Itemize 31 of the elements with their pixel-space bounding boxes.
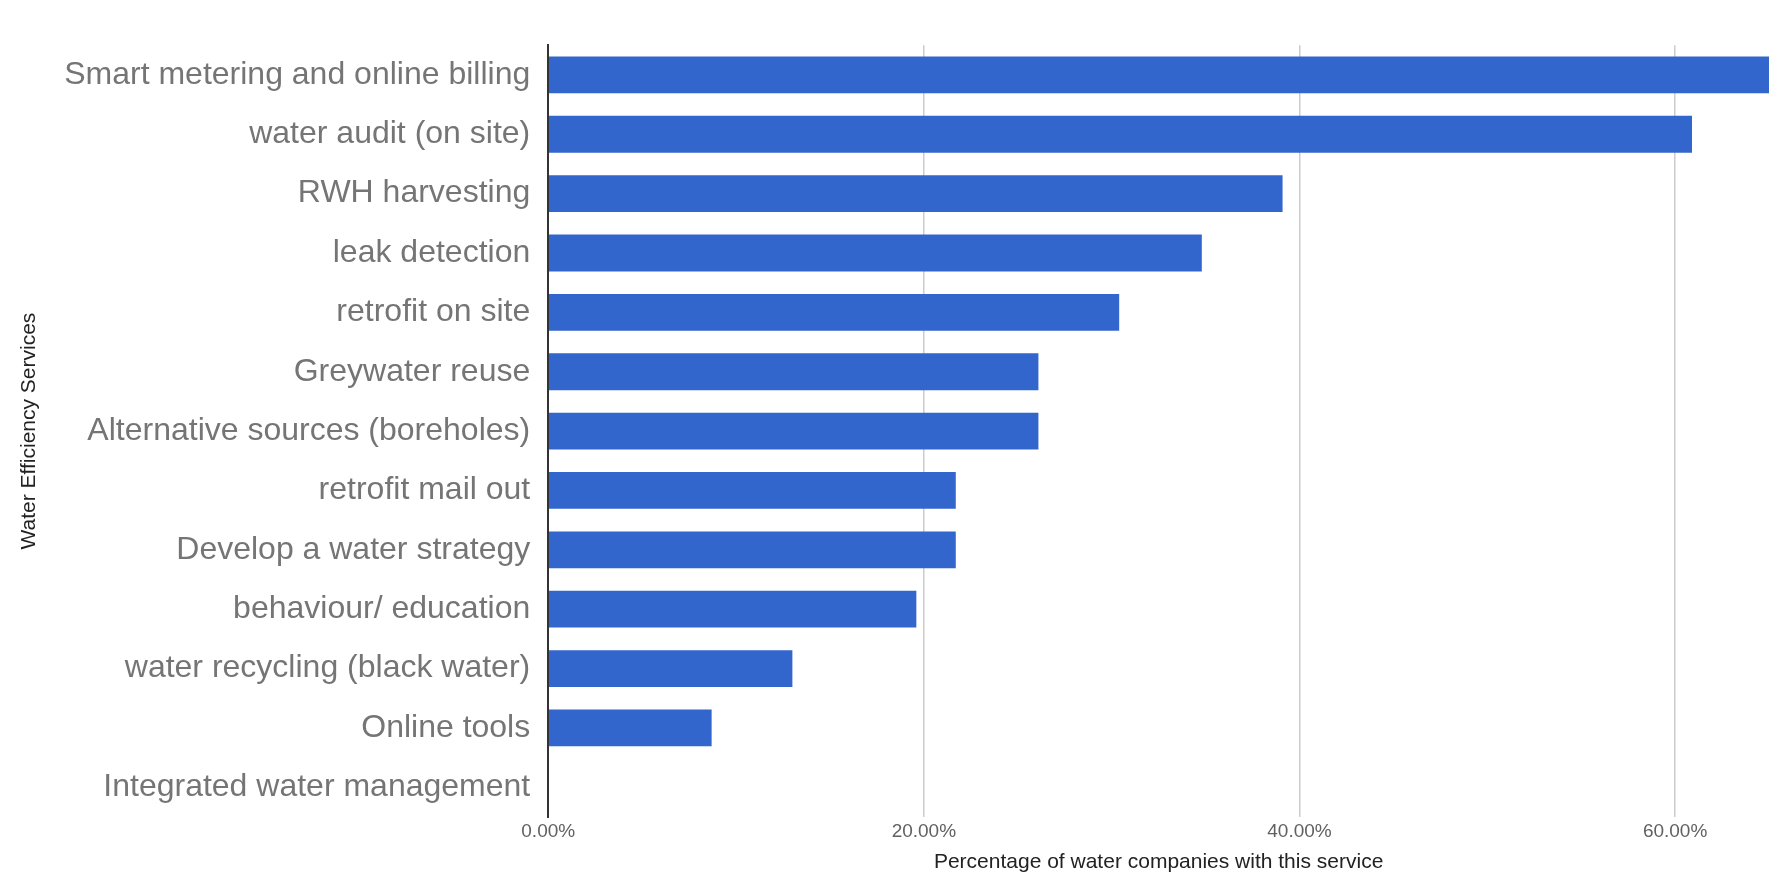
bar	[548, 590, 917, 628]
x-tick-label: 60.00%	[1642, 819, 1708, 841]
y-tick-label: Develop a water strategy	[176, 529, 531, 566]
y-tick-label: retrofit on site	[336, 292, 531, 329]
y-tick-label: Alternative sources (boreholes)	[87, 410, 531, 447]
bar	[548, 472, 956, 509]
bar	[548, 115, 1692, 153]
y-tick-label: Online tools	[361, 707, 531, 744]
bar	[548, 293, 1120, 331]
bar	[548, 531, 956, 569]
y-tick-label: Smart metering and online billing	[64, 54, 531, 91]
x-tick-label: 40.00%	[1267, 819, 1332, 841]
y-tick-label: Integrated water management	[103, 767, 531, 804]
y-tick-label: leak detection	[332, 232, 531, 269]
y-tick-label: RWH harvesting	[297, 173, 531, 210]
y-axis-title: Water Efficiency Services	[16, 312, 40, 550]
bar	[548, 175, 1283, 213]
y-tick-label: Greywater reuse	[293, 351, 531, 388]
y-tick-label: retrofit mail out	[318, 470, 531, 507]
y-tick-label: water recycling (black water)	[123, 648, 531, 685]
bar	[548, 234, 1202, 272]
bar	[548, 412, 1039, 450]
bar	[548, 709, 712, 747]
x-tick-label: 20.00%	[891, 819, 957, 841]
y-tick-label: behaviour/ education	[233, 589, 531, 626]
bar	[548, 56, 1769, 94]
y-tick-label: water audit (on site)	[248, 114, 531, 151]
x-axis-title: Percentage of water companies with this service	[933, 849, 1384, 873]
bar	[548, 650, 793, 687]
x-tick-label: 0.00%	[521, 819, 576, 841]
bar	[548, 353, 1039, 391]
